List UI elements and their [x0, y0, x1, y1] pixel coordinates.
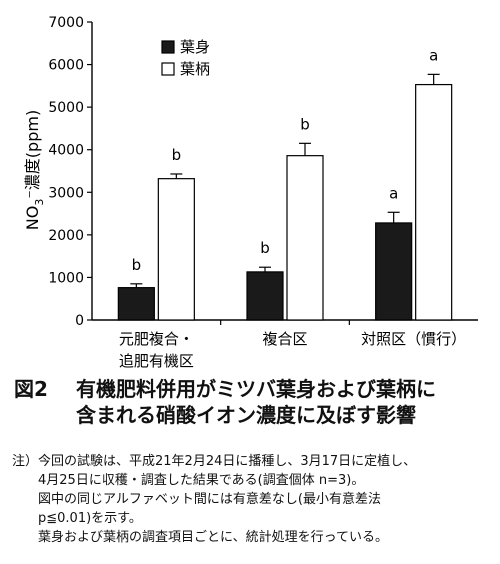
y-tick-label: 2000	[48, 228, 84, 244]
notes-line-1: 今回の試験は、平成21年2月24日に播種し、3月17日に定植し、	[38, 454, 417, 469]
caption-line-1: 有機肥料併用がミツバ葉身および葉柄に	[76, 377, 436, 401]
significance-label: b	[300, 115, 310, 133]
significance-label: b	[172, 146, 182, 164]
figure-number: 図2	[14, 377, 48, 401]
notes-line-3: 図中の同じアルファベット間には有意差なし(最小有意差法	[38, 492, 381, 507]
notes-line-4: p≦0.01)を示す。	[38, 511, 142, 526]
bar-petiole	[157, 178, 195, 321]
significance-label: a	[429, 46, 438, 64]
x-category-label: 対照区（慣行）	[361, 330, 466, 348]
bar-petiole	[415, 83, 453, 321]
legend-swatch	[161, 62, 175, 76]
figure-notes: 注） 今回の試験は、平成21年2月24日に播種し、3月17日に定植し、 4月25…	[12, 452, 496, 547]
bar-leaf-blade	[117, 287, 155, 321]
y-tick-label: 7000	[48, 15, 84, 31]
x-category-label: 複合区	[262, 330, 307, 348]
y-tick-label: 1000	[48, 270, 84, 286]
notes-line-2: 4月25日に収穫・調査した結果である(調査個体 n=3)。	[38, 473, 365, 488]
legend-swatch	[161, 40, 175, 54]
significance-label: b	[132, 256, 142, 274]
y-tick-label: 5000	[48, 100, 84, 116]
notes-line-5: 葉身および葉柄の調査項目ごとに、統計処理を行っている。	[38, 530, 388, 545]
figure-caption: 図2 有機肥料併用がミツバ葉身および葉柄に 含まれる硝酸イオン濃度に及ぼす影響	[14, 376, 494, 428]
bar-petiole	[286, 155, 324, 321]
y-tick-label: 0	[75, 313, 84, 329]
x-category-label: 追肥有機区	[119, 352, 194, 370]
notes-head: 注）	[12, 454, 39, 469]
legend-label: 葉身	[180, 38, 210, 56]
bar-leaf-blade	[375, 222, 413, 321]
bar-leaf-blade	[246, 271, 284, 321]
y-tick-label: 3000	[48, 185, 84, 201]
legend-label: 葉柄	[180, 60, 210, 78]
y-tick-label: 6000	[48, 58, 84, 74]
bar-chart: NO3⁻濃度(ppm) 0 1000 2000 3000 4000 5000 6000 700…	[23, 15, 478, 370]
significance-label: a	[389, 184, 398, 202]
x-category-label: 元肥複合・	[119, 330, 194, 348]
y-axis-label: NO3⁻濃度(ppm)	[23, 110, 46, 230]
y-tick-label: 4000	[48, 143, 84, 159]
caption-line-2: 含まれる硝酸イオン濃度に及ぼす影響	[76, 403, 416, 427]
significance-label: b	[260, 239, 270, 257]
